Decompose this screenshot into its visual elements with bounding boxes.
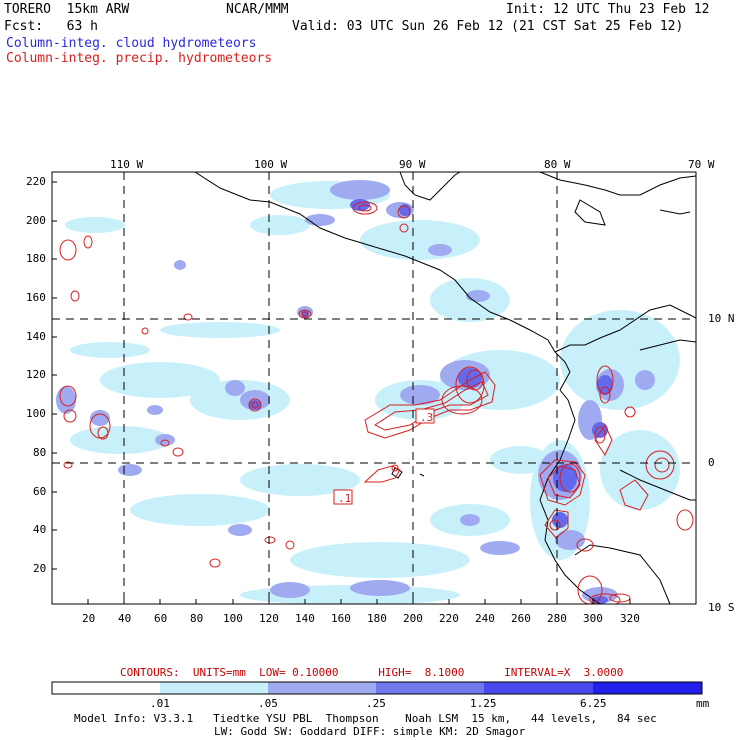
x-tick-label: 180 <box>367 612 387 625</box>
max-box-1-label: .1 <box>338 492 352 505</box>
model-physics: LW: Godd SW: Goddard DIFF: simple KM: 2D… <box>214 725 526 738</box>
colorbar-bin-5 <box>593 682 702 694</box>
colorbar-frame <box>51 681 703 695</box>
org-label: NCAR/MMM <box>226 2 289 17</box>
x-tick-label: 240 <box>475 612 495 625</box>
x-tick-label: 160 <box>331 612 351 625</box>
y-tick-label: 100 <box>26 407 46 420</box>
colorbar-bin-1 <box>160 682 268 694</box>
y-tick-label: 140 <box>26 330 46 343</box>
x-tick-label: 280 <box>547 612 567 625</box>
max-box-3 <box>415 408 435 424</box>
lat-label-0: 0 <box>708 456 715 469</box>
y-tick-label: 180 <box>26 252 46 265</box>
colorbar-bin-3 <box>376 682 484 694</box>
map-frame <box>51 171 697 605</box>
x-tick-label: 20 <box>82 612 96 625</box>
max-box-1 <box>333 489 353 505</box>
lat-label-10s: 10 S <box>708 601 735 614</box>
x-ticks <box>87 599 631 604</box>
y-tick-label: 120 <box>26 368 46 381</box>
valid-time: Valid: 03 UTC Sun 26 Feb 12 (21 CST Sat … <box>292 19 684 34</box>
y-tick-label: 160 <box>26 291 46 304</box>
x-tick-label: 300 <box>583 612 603 625</box>
max-box-3-label: .3 <box>420 411 434 424</box>
colorbar-level: .25 <box>366 697 386 710</box>
coastlines <box>194 172 696 604</box>
init-time: Init: 12 UTC Thu 23 Feb 12 <box>506 2 710 17</box>
model-title: TORERO 15km ARW <box>4 2 130 17</box>
colorbar-level: 6.25 <box>580 697 607 710</box>
latlon-grid <box>52 172 696 604</box>
x-tick-label: 40 <box>118 612 132 625</box>
x-tick-label: 140 <box>295 612 315 625</box>
x-tick-label: 220 <box>439 612 459 625</box>
lon-label-110w: 110 W <box>110 158 144 171</box>
x-tick-label: 200 <box>403 612 423 625</box>
field-cloud-label: Column-integ. cloud hydrometeors <box>6 36 257 51</box>
x-tick-label: 120 <box>259 612 279 625</box>
y-tick-label: 220 <box>26 175 46 188</box>
cloud-shading <box>56 180 680 604</box>
x-tick-label: 320 <box>620 612 640 625</box>
lat-label-10n: 10 N <box>708 312 735 325</box>
colorbar-level: 1.25 <box>470 697 497 710</box>
y-tick-label: 20 <box>33 562 47 575</box>
model-info: Model Info: V3.3.1 Tiedtke YSU PBL Thomp… <box>74 712 657 725</box>
y-tick-label: 40 <box>33 523 47 536</box>
lon-label-90w: 90 W <box>399 158 426 171</box>
colorbar-bin-0 <box>52 682 160 694</box>
y-tick-label: 200 <box>26 214 46 227</box>
precip-contours <box>59 201 694 604</box>
x-tick-label: 260 <box>511 612 531 625</box>
field-precip-label: Column-integ. precip. hydrometeors <box>6 51 273 66</box>
colorbar-unit: mm <box>696 697 710 710</box>
x-tick-label: 80 <box>190 612 204 625</box>
forecast-hour: Fcst: 63 h <box>4 19 98 34</box>
x-tick-label: 60 <box>154 612 168 625</box>
y-tick-label: 80 <box>33 446 47 459</box>
colorbar-level: .01 <box>150 697 170 710</box>
colorbar-bin-2 <box>268 682 376 694</box>
y-ticks <box>52 181 57 570</box>
lon-label-100w: 100 W <box>254 158 288 171</box>
x-tick-label: 100 <box>223 612 243 625</box>
contours-info: CONTOURS: UNITS=mm LOW= 0.10000 HIGH= 8.… <box>120 666 624 679</box>
colorbar-bin-4 <box>484 682 593 694</box>
colorbar <box>51 681 703 695</box>
colorbar-level: .05 <box>258 697 278 710</box>
y-tick-label: 60 <box>33 485 47 498</box>
lon-label-80w: 80 W <box>544 158 571 171</box>
lon-label-70w: 70 W <box>688 158 715 171</box>
